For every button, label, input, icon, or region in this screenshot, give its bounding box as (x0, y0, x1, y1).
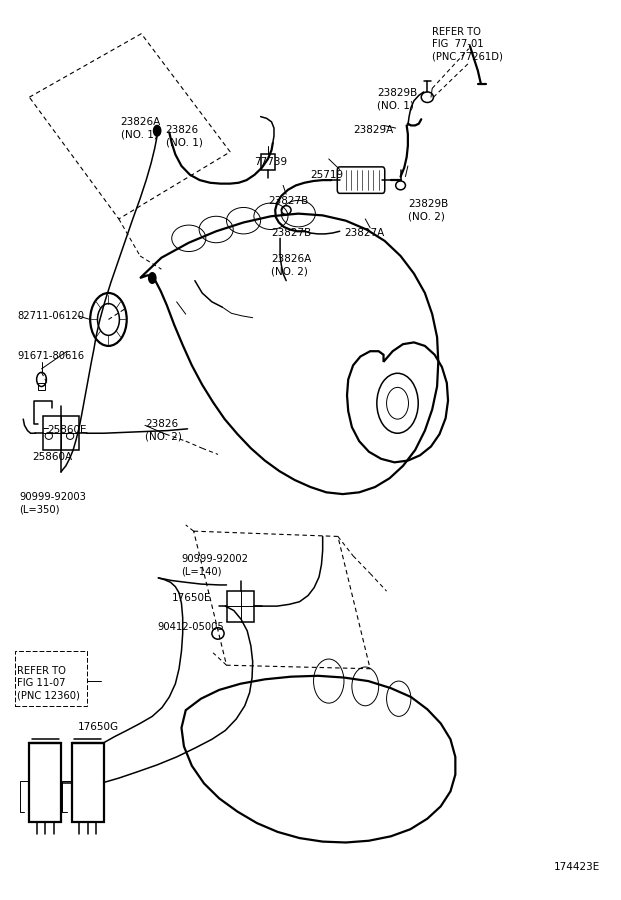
Bar (227, 591, 254, 622)
Text: 90412-05005: 90412-05005 (157, 622, 224, 632)
Text: 23826
(NO. 1): 23826 (NO. 1) (166, 125, 202, 148)
Text: 90999-92002
(L=140): 90999-92002 (L=140) (181, 554, 248, 577)
Text: 25719: 25719 (310, 169, 343, 179)
Bar (39, 383, 45, 390)
Text: 23826
(NO. 2): 23826 (NO. 2) (145, 419, 182, 442)
Text: 17650G: 17650G (78, 722, 119, 732)
Text: 82711-06120: 82711-06120 (17, 310, 84, 320)
Text: 91671-80616: 91671-80616 (17, 351, 84, 361)
Text: 23827A: 23827A (344, 228, 384, 238)
Bar (29, 742, 61, 823)
Text: 23827B: 23827B (268, 196, 308, 206)
Bar (16, 651, 87, 706)
Text: 23826A
(NO. 1): 23826A (NO. 1) (120, 117, 161, 139)
Bar (43, 417, 79, 450)
Text: 23829A: 23829A (353, 125, 393, 135)
Bar (72, 742, 104, 823)
Text: 77739: 77739 (255, 158, 288, 167)
Text: 23829B
(NO. 1): 23829B (NO. 1) (378, 88, 418, 111)
Text: 23827B: 23827B (271, 228, 311, 238)
Circle shape (153, 125, 161, 136)
Text: REFER TO
FIG  77-01
(PNC 77261D): REFER TO FIG 77-01 (PNC 77261D) (432, 27, 503, 61)
Text: 25860E: 25860E (48, 426, 87, 436)
Text: REFER TO
FIG 11-07
(PNC 12360): REFER TO FIG 11-07 (PNC 12360) (17, 666, 80, 701)
Circle shape (148, 273, 156, 284)
Bar (261, 154, 275, 169)
Text: 174423E: 174423E (553, 861, 599, 871)
Text: 25860A: 25860A (32, 452, 72, 462)
Text: 23826A
(NO. 2): 23826A (NO. 2) (271, 254, 311, 276)
Text: 23829B
(NO. 2): 23829B (NO. 2) (408, 199, 448, 221)
Text: 90999-92003
(L=350): 90999-92003 (L=350) (20, 492, 86, 515)
Text: 17650E: 17650E (172, 593, 211, 603)
